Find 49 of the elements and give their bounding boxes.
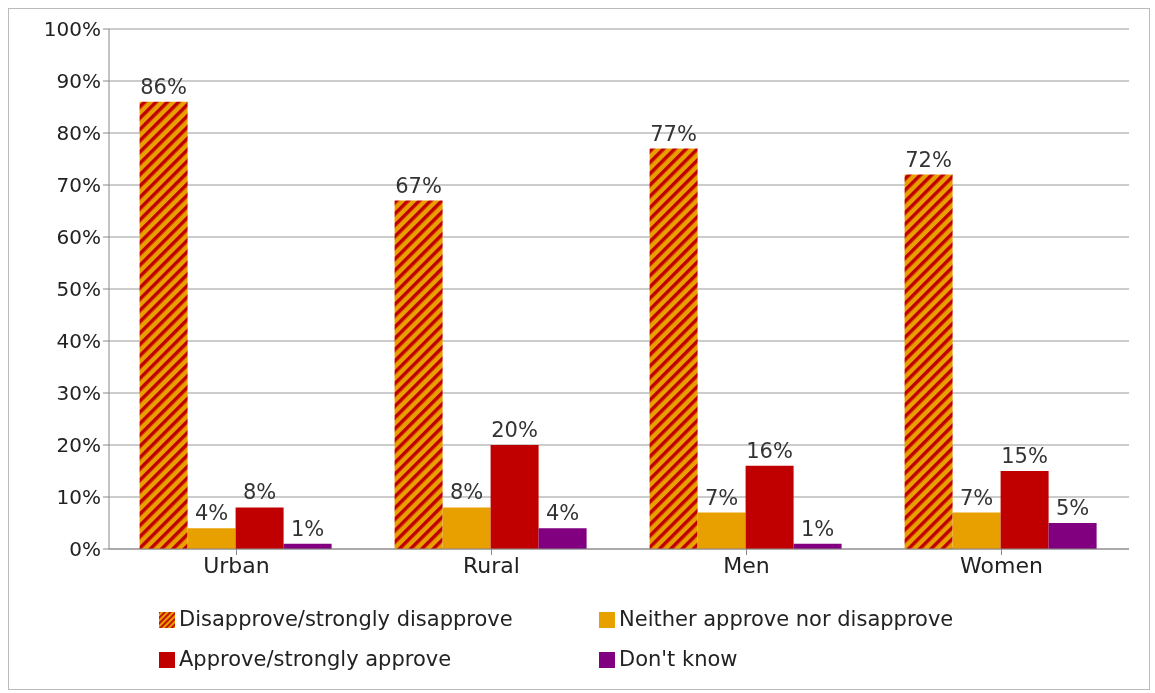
data-label: 15% xyxy=(1001,444,1048,468)
data-label: 67% xyxy=(395,173,442,198)
x-tick-label: Rural xyxy=(463,552,520,578)
data-label: 7% xyxy=(704,485,739,510)
bar xyxy=(1048,523,1097,549)
bar xyxy=(139,101,188,549)
bar xyxy=(490,445,539,549)
data-label: 1% xyxy=(800,516,835,541)
data-label: 7% xyxy=(959,485,994,510)
y-tick-label: 70% xyxy=(56,173,101,198)
y-tick-label: 80% xyxy=(56,121,101,146)
bar xyxy=(187,528,236,549)
bar xyxy=(394,200,443,549)
y-tick-label: 100% xyxy=(43,17,101,42)
data-label: 4% xyxy=(194,501,229,526)
y-tick-label: 40% xyxy=(56,329,101,354)
data-label: 8% xyxy=(242,480,277,505)
legend-label: Approve/strongly approve xyxy=(179,646,453,673)
y-tick-label: 50% xyxy=(56,277,101,302)
x-tick-label: Urban xyxy=(203,552,270,578)
data-label: 5% xyxy=(1055,496,1090,520)
data-label: 4% xyxy=(545,501,580,526)
data-label: 77% xyxy=(650,121,697,146)
legend-label: Don't know xyxy=(619,646,739,673)
y-tick-label: 0% xyxy=(69,537,101,562)
y-tick-label: 90% xyxy=(56,69,101,94)
bar xyxy=(745,465,794,549)
bar xyxy=(235,507,284,549)
data-label: 8% xyxy=(449,480,484,505)
bar xyxy=(538,528,587,549)
bar xyxy=(442,507,491,549)
x-tick-label: Women xyxy=(960,552,1043,578)
y-tick-label: 10% xyxy=(56,485,101,510)
x-tick-label: Men xyxy=(723,552,770,578)
data-label: 20% xyxy=(491,418,538,442)
data-label: 16% xyxy=(746,438,793,463)
y-tick-label: 30% xyxy=(56,381,101,406)
bar xyxy=(952,512,1001,549)
bar xyxy=(1000,471,1049,549)
data-label: 1% xyxy=(290,516,325,541)
bar xyxy=(649,148,698,549)
data-label: 86% xyxy=(140,74,187,99)
bar xyxy=(904,174,953,549)
y-tick-label: 20% xyxy=(56,433,101,458)
bar xyxy=(697,512,746,549)
legend-label: Disapprove/strongly disapprove xyxy=(179,606,514,633)
y-tick-label: 60% xyxy=(56,225,101,250)
data-label: 72% xyxy=(905,147,952,172)
legend-label: Neither approve nor disapprove xyxy=(619,606,955,633)
